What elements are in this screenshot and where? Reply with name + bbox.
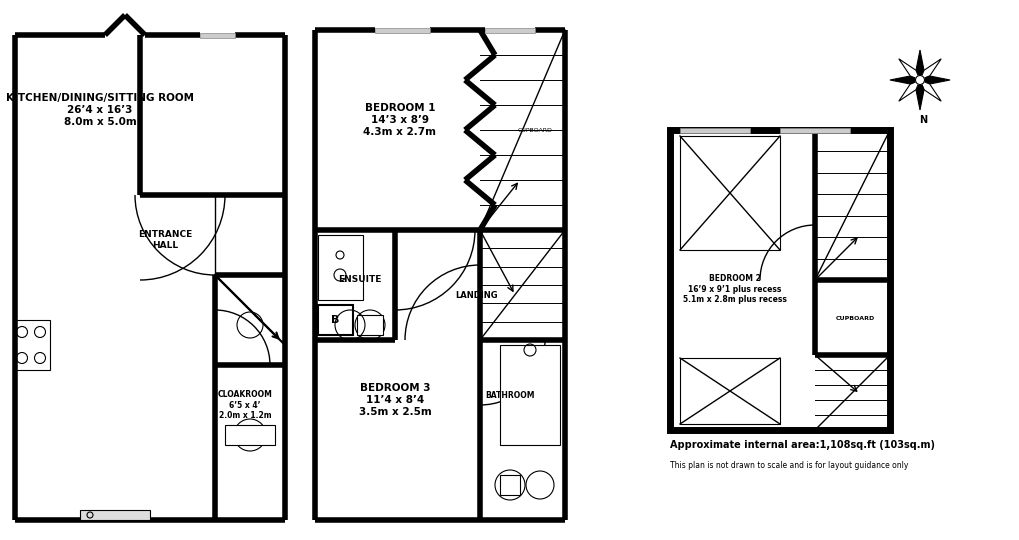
Bar: [680, 136, 780, 250]
Bar: [357, 315, 382, 335]
Text: KITCHEN/DINING/SITTING ROOM
26’4 x 16’3
8.0m x 5.0m: KITCHEN/DINING/SITTING ROOM 26’4 x 16’3 …: [6, 93, 194, 126]
Polygon shape: [890, 76, 919, 84]
Text: BEDROOM 1
14’3 x 8’9
4.3m x 2.7m: BEDROOM 1 14’3 x 8’9 4.3m x 2.7m: [363, 103, 436, 137]
Text: LANDING: LANDING: [454, 291, 497, 300]
Text: BEDROOM 2
16’9 x 9’1 plus recess
5.1m x 2.8m plus recess: BEDROOM 2 16’9 x 9’1 plus recess 5.1m x …: [683, 274, 787, 304]
Polygon shape: [919, 80, 941, 101]
Text: ENSUITE: ENSUITE: [338, 275, 381, 285]
Bar: [780, 127, 849, 132]
Bar: [79, 510, 150, 520]
Bar: [669, 130, 890, 430]
Text: CUPBOARD: CUPBOARD: [835, 316, 873, 321]
Polygon shape: [915, 80, 923, 110]
Text: N: N: [918, 115, 926, 125]
Circle shape: [915, 76, 923, 84]
Text: BEDROOM 3
11’4 x 8’4
3.5m x 2.5m: BEDROOM 3 11’4 x 8’4 3.5m x 2.5m: [359, 383, 431, 416]
Bar: [484, 28, 535, 32]
Bar: [200, 32, 234, 37]
Polygon shape: [919, 76, 949, 84]
Bar: [15, 320, 50, 370]
Bar: [680, 358, 780, 424]
Bar: [499, 345, 559, 445]
Text: B: B: [330, 315, 339, 325]
Bar: [318, 235, 363, 300]
Text: This plan is not drawn to scale and is for layout guidance only: This plan is not drawn to scale and is f…: [669, 461, 908, 469]
Text: BATHROOM: BATHROOM: [485, 390, 534, 400]
Bar: [375, 28, 430, 32]
Polygon shape: [915, 50, 923, 80]
Text: Approximate internal area:1,108sq.ft (103sq.m): Approximate internal area:1,108sq.ft (10…: [669, 440, 934, 450]
Polygon shape: [898, 80, 919, 101]
Bar: [318, 305, 353, 335]
Bar: [499, 475, 520, 495]
Text: CUPBOARD: CUPBOARD: [517, 127, 552, 132]
Bar: [225, 425, 275, 445]
Text: ENTRANCE
HALL: ENTRANCE HALL: [138, 230, 192, 249]
Polygon shape: [919, 59, 941, 80]
Polygon shape: [898, 59, 919, 80]
Text: CLOAKROOM
6’5 x 4’
2.0m x 1.2m: CLOAKROOM 6’5 x 4’ 2.0m x 1.2m: [217, 390, 272, 420]
Bar: [680, 127, 749, 132]
